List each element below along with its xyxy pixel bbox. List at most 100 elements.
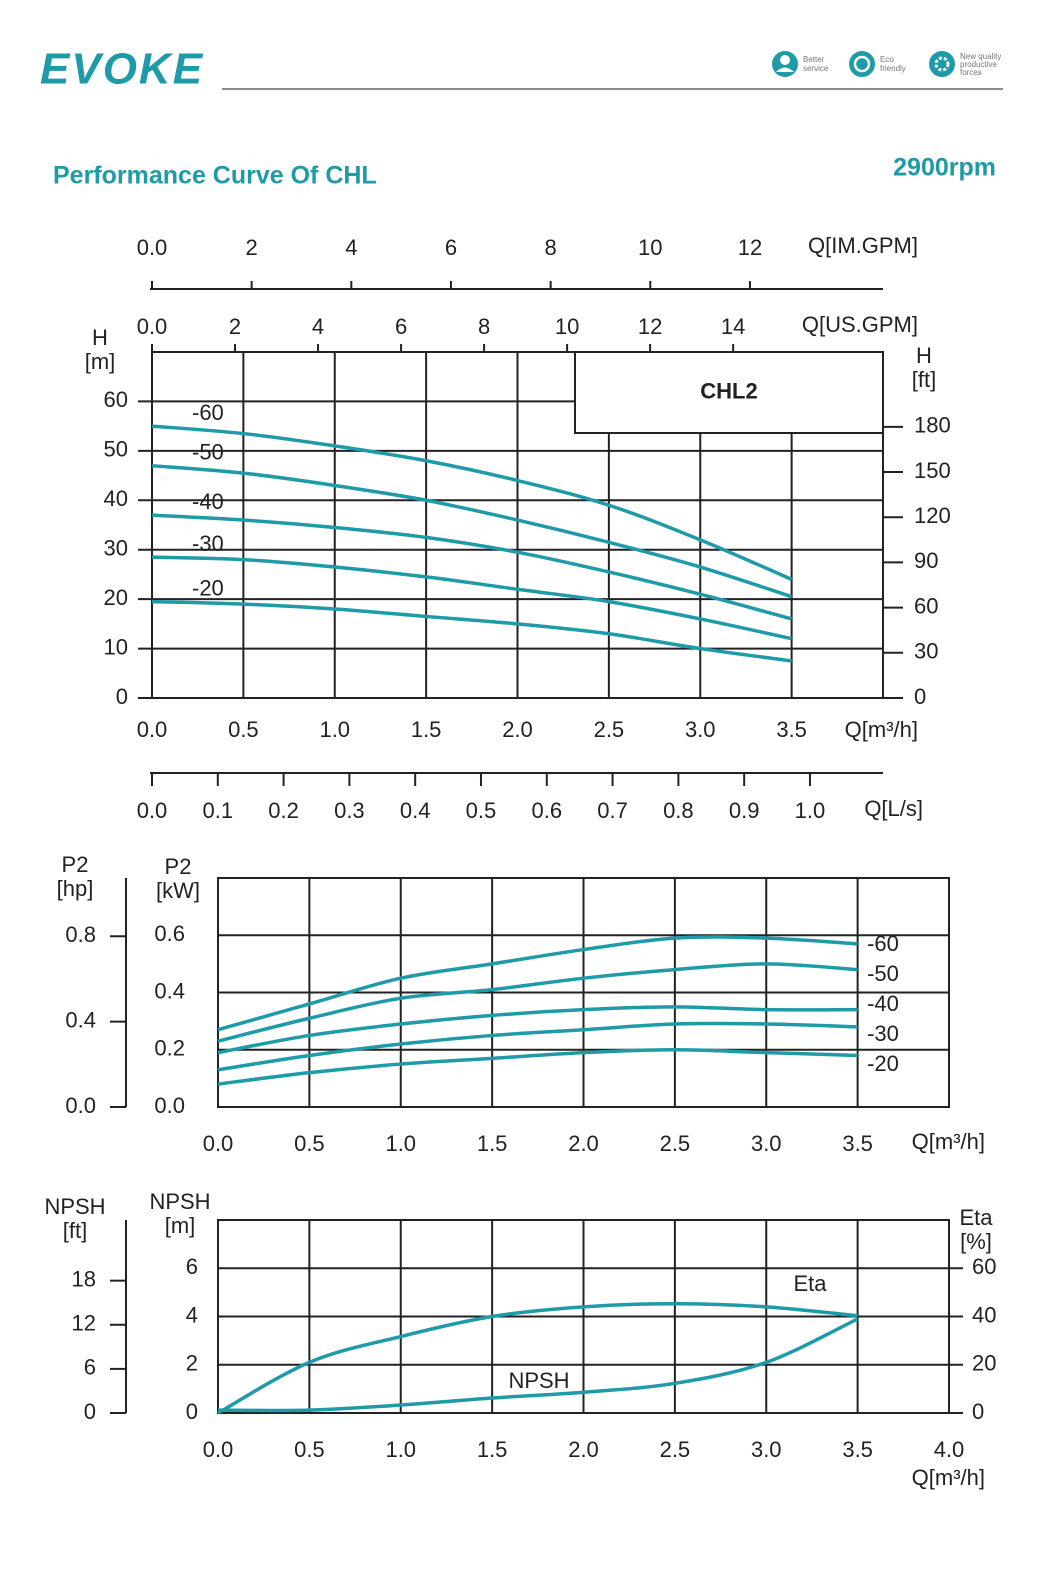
axis-label: [ft]: [912, 367, 936, 392]
extra-tick-label: 12: [72, 1311, 96, 1336]
annotation: CHL2: [700, 378, 757, 403]
extra-tick-label: 10: [638, 235, 662, 260]
extra-tick-label: 0.5: [466, 798, 497, 823]
x-tick-label: 0.5: [294, 1131, 325, 1156]
extra-tick-label: 0: [84, 1399, 96, 1424]
curve: [151, 555, 792, 641]
extra-tick-label: 12: [638, 314, 662, 339]
y2-tick-label: 120: [914, 503, 951, 528]
x-tick-label: 3.5: [842, 1437, 873, 1462]
axis-label: H: [92, 325, 108, 350]
y-tick-label: 60: [104, 387, 128, 412]
extra-tick-label: 10: [555, 314, 579, 339]
extra-tick-label: 6: [445, 235, 457, 260]
axis-label: P2: [165, 854, 192, 879]
curve: [217, 1047, 858, 1086]
extra-tick-label: 0.3: [334, 798, 365, 823]
extra-tick-label: 0.7: [597, 798, 628, 823]
axis-label: [%]: [960, 1229, 992, 1254]
axis-label: NPSH: [149, 1189, 210, 1214]
extra-tick-label: 4: [312, 314, 324, 339]
axis-label: [m]: [165, 1213, 196, 1238]
y2-tick-label: 20: [972, 1351, 996, 1376]
plot-frame: [151, 351, 884, 699]
series-label: -50: [192, 439, 224, 464]
x-axis-label: Q[m³/h]: [845, 717, 918, 742]
y-tick-label: 0.4: [154, 978, 185, 1003]
badge-text: Better: [803, 55, 825, 64]
y-tick-label: 0.0: [154, 1093, 185, 1118]
x-tick-label: 0.0: [203, 1131, 234, 1156]
extra-tick-label: 8: [545, 235, 557, 260]
extra-tick-label: 14: [721, 314, 745, 339]
x-tick-label: 1.0: [319, 717, 350, 742]
x-tick-label: 1.0: [385, 1437, 416, 1462]
y2-tick-label: 40: [972, 1302, 996, 1327]
curve: [217, 962, 858, 1043]
plot-frame: [217, 877, 950, 1108]
curve: [217, 935, 858, 1032]
y2-tick-label: 30: [914, 639, 938, 664]
badge-text: friendly: [880, 64, 906, 73]
extra-tick-label: 0.1: [202, 798, 233, 823]
curve: [217, 1021, 858, 1072]
badge-text: service: [803, 64, 829, 73]
y-tick-label: 10: [104, 634, 128, 659]
extra-tick-label: 0.4: [400, 798, 431, 823]
curve: [151, 424, 793, 581]
badge: Better service: [772, 51, 829, 77]
x-tick-label: 1.0: [385, 1131, 416, 1156]
x-tick-label: 2.0: [502, 717, 533, 742]
x-tick-label: 2.5: [594, 717, 625, 742]
series-label: NPSH: [508, 1368, 569, 1393]
x-axis-label: Q[m³/h]: [912, 1465, 985, 1490]
extra-tick-label: 18: [72, 1266, 96, 1291]
extra-tick-label: 8: [478, 314, 490, 339]
series-label: -60: [192, 400, 224, 425]
y-tick-label: 4: [186, 1302, 198, 1327]
badge-text: forces: [960, 68, 982, 77]
extra-tick-label: 1.0: [795, 798, 826, 823]
extra-tick-label: 6: [84, 1355, 96, 1380]
series-label: -60: [867, 931, 899, 956]
series-label: Eta: [793, 1271, 827, 1296]
curve: [217, 1005, 858, 1055]
page-title: Performance Curve Of CHL: [53, 162, 377, 190]
series-label: -20: [867, 1051, 899, 1076]
curve: [217, 1301, 858, 1415]
y2-tick-label: 90: [914, 548, 938, 573]
badge-text: productive: [960, 60, 997, 69]
speed: 2900rpm: [893, 154, 996, 182]
extra-tick-label: 0.8: [65, 922, 96, 947]
x-tick-label: 0.0: [203, 1437, 234, 1462]
extra-tick-label: 0.4: [65, 1007, 96, 1032]
y-tick-label: 0.6: [154, 921, 185, 946]
x-tick-label: 2.0: [568, 1131, 599, 1156]
extra-tick-label: 2: [229, 314, 241, 339]
extra-tick-label: 0.0: [137, 235, 168, 260]
series-label: -40: [867, 991, 899, 1016]
axis-label: [ft]: [63, 1218, 87, 1243]
extra-tick-label: 0.2: [268, 798, 299, 823]
x-tick-label: 3.0: [751, 1437, 782, 1462]
x-tick-label: 0.5: [228, 717, 259, 742]
extra-tick-label: 6: [395, 314, 407, 339]
axis-label: [hp]: [57, 876, 94, 901]
series-label: -50: [867, 961, 899, 986]
x-tick-label: 2.5: [660, 1131, 691, 1156]
x-tick-label: 2.5: [660, 1437, 691, 1462]
extra-tick-label: 0.6: [531, 798, 562, 823]
y-tick-label: 0: [186, 1399, 198, 1424]
curve: [151, 513, 793, 621]
y2-tick-label: 0: [914, 684, 926, 709]
badge-text: New quality: [960, 52, 1001, 61]
curve: [151, 599, 792, 663]
curve: [217, 1317, 859, 1413]
logo: EVOKE: [40, 45, 204, 94]
axis-label: [m]: [85, 349, 116, 374]
axis-label: P2: [62, 852, 89, 877]
y-tick-label: 0: [116, 684, 128, 709]
y2-tick-label: 0: [972, 1399, 984, 1424]
extra-axis-label: Q[L/s]: [864, 796, 923, 821]
axis-label: NPSH: [44, 1194, 105, 1219]
